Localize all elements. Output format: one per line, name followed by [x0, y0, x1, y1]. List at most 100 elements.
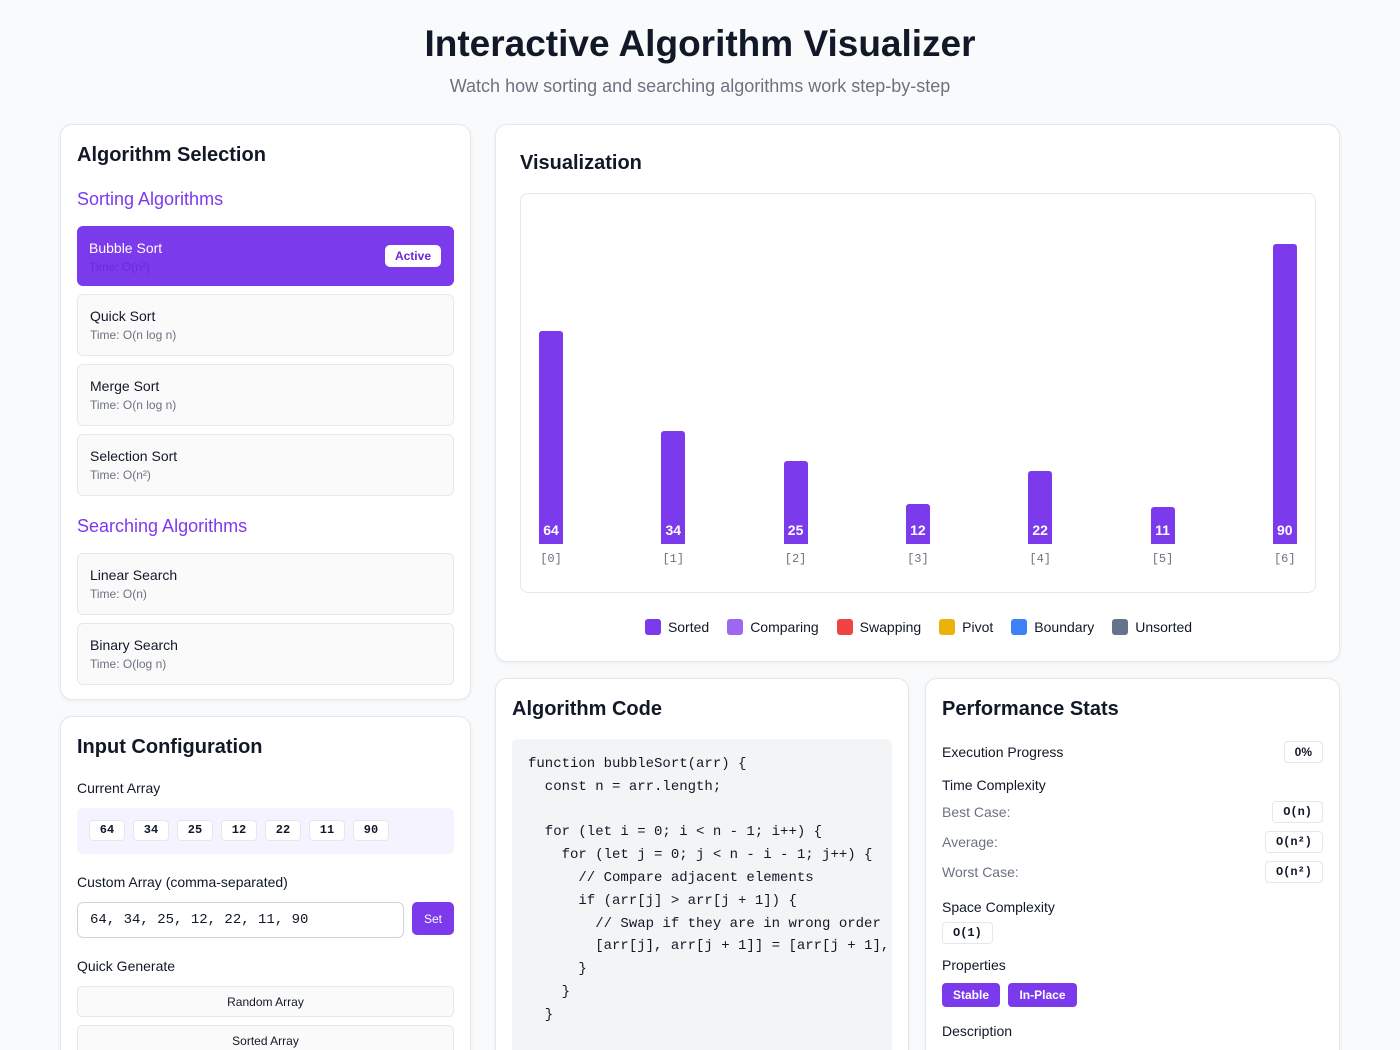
- algorithm-code-panel: Algorithm Code function bubbleSort(arr) …: [495, 678, 909, 1050]
- custom-array-input[interactable]: [77, 902, 404, 938]
- bar-index-label: [1]: [662, 552, 685, 566]
- performance-stats-panel: Performance Stats Execution Progress 0% …: [925, 678, 1340, 1050]
- legend-swatch: [644, 619, 661, 635]
- legend-label: Boundary: [1034, 619, 1095, 635]
- algo-name: Merge Sort: [90, 378, 160, 394]
- chart-bar: [661, 431, 686, 544]
- space-complexity-value: O(1): [942, 922, 993, 944]
- worst-case-label: Worst Case:: [942, 864, 1019, 880]
- bar-index-label: [2]: [784, 552, 807, 566]
- algorithm-selection-panel: Algorithm Selection Sorting Algorithms B…: [60, 124, 471, 700]
- bar-index-label: [5]: [1151, 552, 1174, 566]
- algo-time: Time: O(n²): [90, 468, 151, 482]
- algo-binary-search[interactable]: Binary Search Time: O(log n): [77, 623, 454, 685]
- algorithm-code-title: Algorithm Code: [512, 698, 662, 720]
- best-case-value: O(n): [1272, 801, 1323, 823]
- performance-stats-title: Performance Stats: [942, 698, 1119, 720]
- code-block: function bubbleSort(arr) { const n = arr…: [512, 739, 892, 1050]
- legend-item-comparing: Comparing: [727, 619, 819, 635]
- visualization-panel: Visualization 64 [0] 34 [1] 25 [2] 12 [3] 22 [4] 1…: [495, 124, 1340, 662]
- algo-name: Selection Sort: [90, 448, 178, 464]
- legend-swatch: [727, 619, 744, 635]
- legend-item-sorted: Sorted: [644, 619, 710, 635]
- worst-case-value: O(n²): [1264, 861, 1323, 883]
- bar-index-label: [0]: [540, 552, 562, 566]
- best-case-label: Best Case:: [942, 804, 1011, 820]
- array-chip: 11: [309, 820, 345, 841]
- algo-time: Time: O(n²): [89, 260, 150, 274]
- legend-item-pivot: Pivot: [939, 619, 993, 635]
- legend-label: Sorted: [667, 619, 710, 635]
- current-array-display: 64 34 25 12 22 11 90: [77, 808, 454, 854]
- algo-merge-sort[interactable]: Merge Sort Time: O(n log n): [77, 364, 454, 426]
- bar-value-label: 90: [1277, 522, 1293, 538]
- bar-value-label: 34: [665, 522, 682, 538]
- current-array-label: Current Array: [77, 780, 161, 796]
- legend-swatch: [939, 619, 956, 635]
- chart-bar: [905, 504, 930, 544]
- bar-value-label: 22: [1032, 522, 1048, 538]
- algo-time: Time: O(n): [90, 587, 147, 601]
- page-title: Interactive Algorithm Visualizer: [424, 23, 976, 64]
- legend-label: Pivot: [962, 619, 994, 635]
- array-chip: 90: [353, 820, 389, 841]
- chart-bar: [1028, 471, 1053, 544]
- time-complexity-label: Time Complexity: [942, 777, 1046, 793]
- legend-label: Unsorted: [1135, 619, 1193, 635]
- sorted-array-button[interactable]: Sorted Array: [77, 1025, 454, 1050]
- description-label: Description: [942, 1023, 1013, 1039]
- time-complexity-heading-row: Time Complexity: [942, 777, 1323, 793]
- visualization-title: Visualization: [520, 152, 642, 174]
- legend-label: Comparing: [750, 619, 819, 635]
- chart-bar: [539, 331, 563, 544]
- input-configuration-title: Input Configuration: [77, 736, 263, 758]
- legend-swatch: [1112, 619, 1129, 635]
- set-array-button[interactable]: Set: [412, 902, 454, 935]
- sorting-algorithms-heading: Sorting Algorithms: [77, 189, 224, 209]
- array-chip: 12: [221, 820, 257, 841]
- algorithm-selection-title: Algorithm Selection: [77, 144, 266, 166]
- algo-quick-sort[interactable]: Quick Sort Time: O(n log n): [77, 294, 454, 356]
- average-case-row: Average: O(n²): [942, 831, 1323, 853]
- properties-badges: Stable In-Place: [942, 983, 1323, 1007]
- average-case-label: Average:: [942, 834, 998, 850]
- algo-name: Quick Sort: [90, 308, 156, 324]
- space-complexity-label: Space Complexity: [942, 899, 1055, 915]
- algo-time: Time: O(n log n): [90, 398, 177, 412]
- execution-progress-value: 0%: [1283, 741, 1323, 763]
- page-subtitle: Watch how sorting and searching algorith…: [449, 76, 951, 96]
- property-badge-stable: Stable: [942, 983, 1001, 1007]
- array-chip: 22: [265, 820, 301, 841]
- property-badge-in-place: In-Place: [1008, 983, 1077, 1007]
- page-header: Interactive Algorithm Visualizer Watch h…: [0, 22, 1400, 97]
- algo-linear-search[interactable]: Linear Search Time: O(n): [77, 553, 454, 615]
- algo-selection-sort[interactable]: Selection Sort Time: O(n²): [77, 434, 454, 496]
- bar-value-label: 25: [787, 522, 804, 538]
- algo-time: Time: O(log n): [90, 657, 167, 671]
- algo-name: Bubble Sort: [89, 240, 163, 256]
- array-chip: 25: [177, 820, 213, 841]
- legend-swatch: [836, 619, 853, 635]
- array-chip: 64: [89, 820, 125, 841]
- bar-chart-area: 64 [0] 34 [1] 25 [2] 12 [3] 22 [4] 11 [5] 90 [6]: [520, 193, 1316, 593]
- chart-bar: [1150, 507, 1175, 544]
- legend-item-boundary: Boundary: [1011, 619, 1094, 635]
- algo-name: Linear Search: [90, 567, 178, 583]
- execution-progress-label: Execution Progress: [942, 744, 1064, 760]
- properties-label: Properties: [942, 957, 1006, 973]
- bar-index-label: [4]: [1029, 552, 1051, 566]
- legend-item-swapping: Swapping: [836, 619, 922, 635]
- bar-value-label: 12: [910, 522, 926, 538]
- best-case-row: Best Case: O(n): [942, 801, 1323, 823]
- bar-value-label: 11: [1155, 522, 1170, 538]
- algo-name: Binary Search: [90, 637, 178, 653]
- legend-label: Swapping: [859, 619, 922, 635]
- execution-progress-row: Execution Progress 0%: [942, 741, 1323, 763]
- searching-algorithms-heading: Searching Algorithms: [77, 516, 248, 536]
- legend-item-unsorted: Unsorted: [1112, 619, 1192, 635]
- algo-bubble-sort[interactable]: Bubble Sort Time: O(n²) Active: [77, 226, 454, 286]
- average-case-value: O(n²): [1264, 831, 1323, 853]
- legend: Sorted Comparing Swapping Pivot Boundary…: [496, 619, 1339, 635]
- chart-bar: [783, 461, 808, 544]
- random-array-button[interactable]: Random Array: [77, 986, 454, 1017]
